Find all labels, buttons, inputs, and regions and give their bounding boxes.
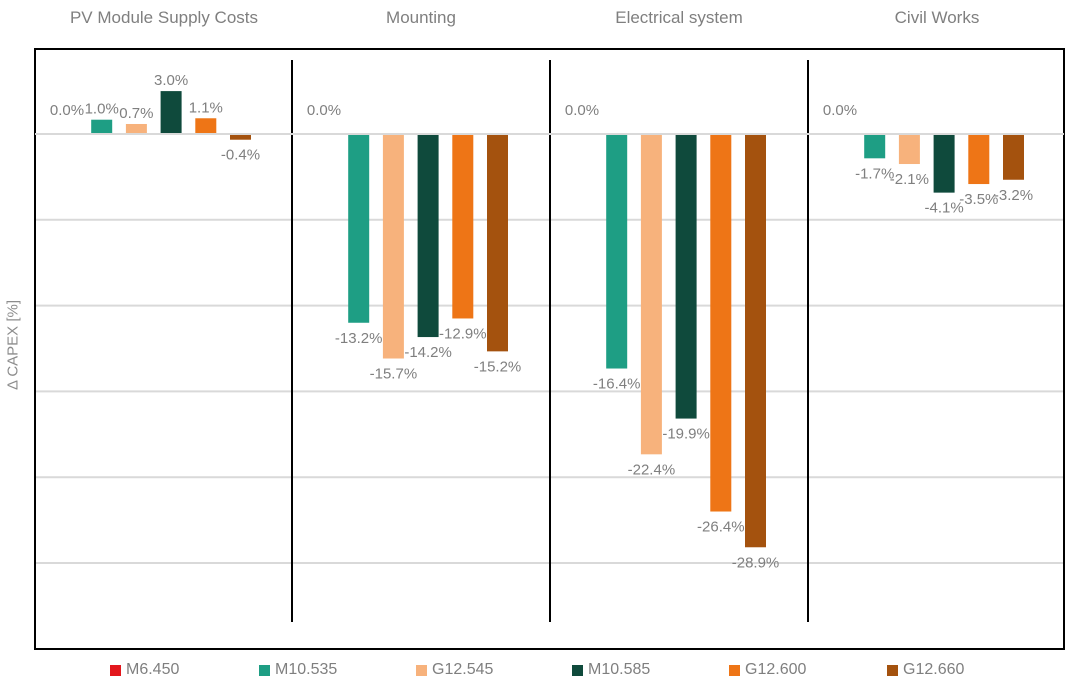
data-label: 0.0% [50,102,84,119]
bar [452,134,474,319]
bar [933,134,955,193]
bar [864,134,886,159]
data-label: -15.7% [370,366,418,383]
legend-swatch [416,664,427,676]
panel-title-pv-module: PV Module Supply Costs [69,8,259,27]
data-label: -13.2% [335,330,383,347]
legend-item-m10-585: M10.585 [572,661,650,679]
legend-swatch [887,664,898,676]
legend-label: M10.585 [588,661,651,678]
panel-title-mounting: Mounting [386,8,456,27]
plot-frame [34,48,1065,650]
legend-label: G12.600 [745,661,807,678]
bar [160,91,182,134]
bar [898,134,920,165]
data-label: -22.4% [628,461,676,478]
bar [125,123,147,134]
panel-title-civil: Civil Works [894,8,980,27]
bar [606,134,628,369]
bar [640,134,662,455]
data-label: -28.9% [732,554,780,571]
data-label: 0.0% [565,102,599,119]
legend-item-m6-450: M6.450 [110,661,179,679]
legend-label: M10.535 [275,661,338,678]
data-label: -3.5% [959,191,998,208]
bar [675,134,697,419]
data-label: 0.0% [823,102,857,119]
bar [348,134,370,323]
legend-label: G12.545 [432,661,494,678]
data-label: -4.1% [925,200,964,217]
data-label: 1.0% [85,101,119,118]
bar [1003,134,1024,180]
panel-title-electrical: Electrical system [615,8,743,27]
legend-item-m10-535: M10.535 [259,661,337,679]
legend: M6.450 M10.535 G12.545 M10.585 G12.600 G… [0,661,1067,683]
legend-item-g12-545: G12.545 [416,661,493,679]
bar [417,134,439,338]
data-label: -1.7% [855,165,894,182]
data-label: 0.7% [119,105,153,122]
data-label: 3.0% [154,72,188,89]
bar [230,134,251,140]
data-label: -12.9% [439,325,487,342]
bar [710,134,732,512]
data-label: -15.2% [474,358,522,375]
data-label: 1.1% [189,99,223,116]
legend-swatch [729,664,740,676]
data-label: 0.0% [307,102,341,119]
bar [382,134,404,359]
legend-label: M6.450 [126,661,180,678]
legend-swatch [259,664,270,676]
bar [195,118,217,134]
data-label: -26.4% [697,519,745,536]
bar [487,134,508,352]
data-label: -2.1% [890,171,929,188]
legend-label: G12.660 [903,661,965,678]
bar [968,134,990,185]
data-label: -16.4% [593,376,641,393]
legend-swatch [572,664,583,676]
legend-item-g12-660: G12.660 [887,661,964,679]
data-label: -0.4% [221,147,260,164]
legend-swatch [110,664,121,676]
data-label: -14.2% [404,344,452,361]
data-label: -3.2% [994,187,1033,204]
data-label: -19.9% [662,426,710,443]
legend-item-g12-600: G12.600 [729,661,806,679]
bar [745,134,766,548]
bar [91,119,113,134]
